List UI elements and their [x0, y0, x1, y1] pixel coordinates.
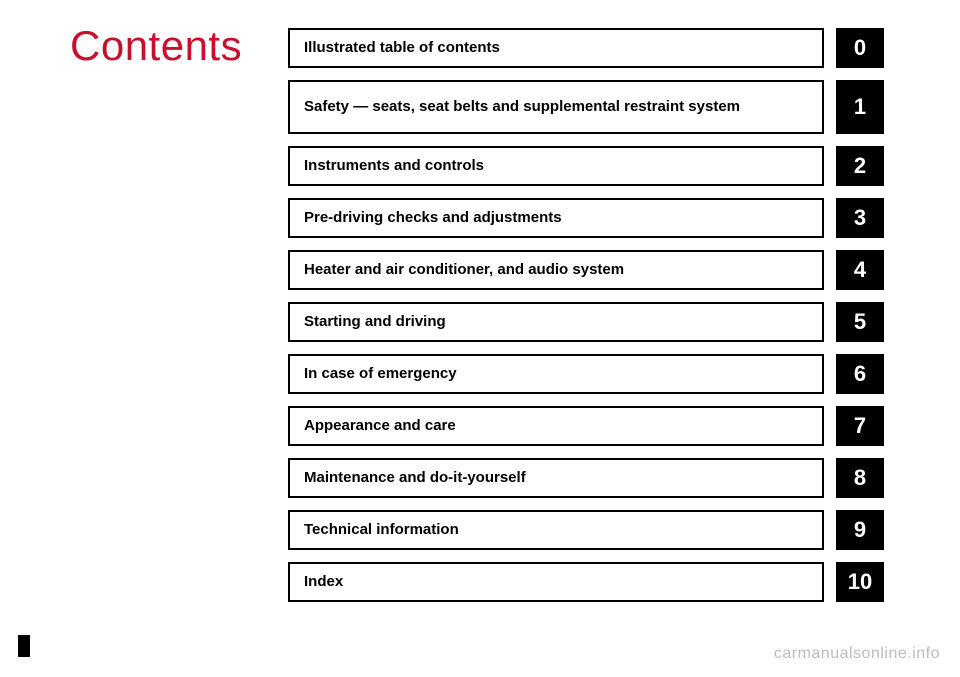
toc-row[interactable]: Index 10 [288, 562, 884, 602]
toc-row-label: Safety — seats, seat belts and supplemen… [288, 80, 824, 134]
toc-row[interactable]: Heater and air conditioner, and audio sy… [288, 250, 884, 290]
watermark-text: carmanualsonline.info [774, 645, 940, 663]
toc-row-label: Heater and air conditioner, and audio sy… [288, 250, 824, 290]
toc-row-number: 4 [836, 250, 884, 290]
toc-row[interactable]: In case of emergency 6 [288, 354, 884, 394]
toc-row[interactable]: Instruments and controls 2 [288, 146, 884, 186]
toc-row[interactable]: Pre-driving checks and adjustments 3 [288, 198, 884, 238]
toc-row-label: Appearance and care [288, 406, 824, 446]
toc-row-number: 6 [836, 354, 884, 394]
toc-row-number: 7 [836, 406, 884, 446]
table-of-contents: Illustrated table of contents 0 Safety — s… [288, 28, 884, 614]
toc-row-number: 10 [836, 562, 884, 602]
toc-row-number: 8 [836, 458, 884, 498]
toc-row[interactable]: Safety — seats, seat belts and supplemen… [288, 80, 884, 134]
toc-row-number: 0 [836, 28, 884, 68]
page-corner-mark [18, 635, 30, 657]
toc-row-label: Instruments and controls [288, 146, 824, 186]
toc-row-number: 2 [836, 146, 884, 186]
toc-row-label: Starting and driving [288, 302, 824, 342]
toc-row-number: 9 [836, 510, 884, 550]
toc-row-number: 5 [836, 302, 884, 342]
toc-row[interactable]: Starting and driving 5 [288, 302, 884, 342]
toc-row-label: Technical information [288, 510, 824, 550]
toc-row[interactable]: Illustrated table of contents 0 [288, 28, 884, 68]
toc-row-label: Index [288, 562, 824, 602]
toc-row-number: 1 [836, 80, 884, 134]
page-title: Contents [70, 22, 242, 70]
toc-row[interactable]: Technical information 9 [288, 510, 884, 550]
toc-row-label: In case of emergency [288, 354, 824, 394]
page: Contents Illustrated table of contents0S… [0, 0, 960, 677]
toc-row[interactable]: Appearance and care 7 [288, 406, 884, 446]
toc-row-label: Pre-driving checks and adjustments [288, 198, 824, 238]
toc-row-label: Illustrated table of contents [288, 28, 824, 68]
toc-row-label: Maintenance and do-it-yourself [288, 458, 824, 498]
toc-row-number: 3 [836, 198, 884, 238]
toc-row[interactable]: Maintenance and do-it-yourself 8 [288, 458, 884, 498]
